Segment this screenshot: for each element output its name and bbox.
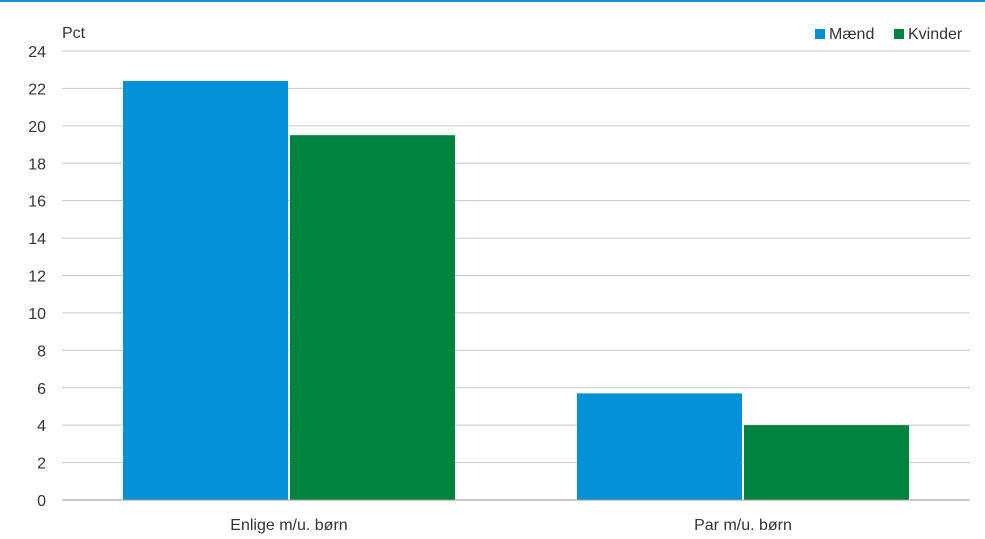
bars <box>123 80 909 500</box>
legend: Mænd Kvinder <box>815 26 963 43</box>
legend-label-maend: Mænd <box>829 26 874 43</box>
y-tick-label: 6 <box>37 381 46 398</box>
bar-kvinder-0 <box>290 135 455 500</box>
legend-swatch-kvinder <box>894 29 904 39</box>
y-tick-label: 4 <box>37 418 46 435</box>
y-tick-label: 10 <box>28 306 46 323</box>
legend-label-kvinder: Kvinder <box>908 26 963 43</box>
bar-maend-1 <box>577 393 742 500</box>
bar-maend-0 <box>123 80 288 500</box>
y-tick-label: 2 <box>37 456 46 473</box>
y-axis-unit-label: Pct <box>62 25 86 42</box>
y-tick-label: 16 <box>28 194 46 211</box>
top-rule <box>0 0 985 2</box>
y-tick-label: 20 <box>28 119 46 136</box>
x-category-label: Enlige m/u. børn <box>230 517 347 534</box>
bar-kvinder-1 <box>744 425 909 500</box>
x-axis-labels: Enlige m/u. børn Par m/u. børn <box>230 517 792 534</box>
y-tick-label: 0 <box>37 493 46 510</box>
y-tick-label: 22 <box>28 81 46 98</box>
y-tick-label: 18 <box>28 156 46 173</box>
y-tick-label: 14 <box>28 231 46 248</box>
y-tick-label: 12 <box>28 269 46 286</box>
x-category-label: Par m/u. børn <box>694 517 792 534</box>
y-tick-label: 24 <box>28 44 46 61</box>
y-tick-label: 8 <box>37 343 46 360</box>
legend-swatch-maend <box>815 29 825 39</box>
